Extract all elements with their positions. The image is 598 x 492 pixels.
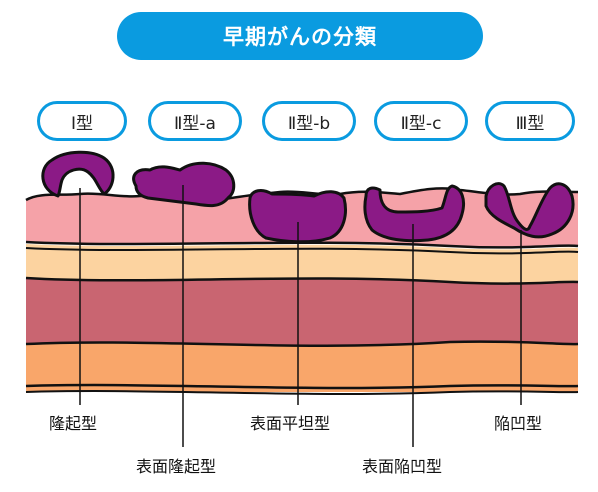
- type-badge-3: Ⅲ型: [485, 101, 575, 141]
- line-1: [25, 240, 579, 249]
- type-label-2b: Ⅱ型-b: [287, 113, 331, 134]
- type-badge-2a: Ⅱ型-a: [148, 101, 242, 141]
- tumor-type2b: [248, 189, 347, 244]
- type-badge-1: Ⅰ型: [37, 101, 127, 141]
- layer-submucosa: [26, 244, 578, 284]
- tumor-type1: [41, 150, 115, 198]
- layer-muscle: [26, 276, 578, 346]
- type-badge-2c: Ⅱ型-c: [374, 101, 468, 141]
- line-6: [25, 390, 579, 395]
- tumor-type2a: [132, 161, 236, 208]
- label-kanbo: 陥凹型: [494, 414, 543, 433]
- label-ryuki: 隆起型: [49, 414, 98, 433]
- label-hyomen-kanbo: 表面陥凹型: [362, 457, 443, 476]
- line-5: [25, 383, 579, 390]
- page-title: 早期がんの分類: [223, 25, 377, 49]
- layer-orange: [26, 339, 578, 392]
- line-2: [25, 247, 579, 255]
- line-3: [25, 276, 579, 285]
- label-hyomen-heitan: 表面平坦型: [250, 414, 331, 433]
- type-label-2a: Ⅱ型-a: [174, 113, 216, 134]
- type-label-2c: Ⅱ型-c: [400, 113, 442, 134]
- title-banner: 早期がんの分類: [117, 12, 483, 60]
- label-hyomen-ryuki: 表面隆起型: [136, 457, 217, 476]
- type-badge-2b: Ⅱ型-b: [262, 101, 356, 141]
- type-label-3: Ⅲ型: [515, 113, 545, 134]
- type-label-1: Ⅰ型: [70, 113, 93, 134]
- tumor-type2c: [363, 184, 466, 243]
- line-4: [25, 340, 579, 347]
